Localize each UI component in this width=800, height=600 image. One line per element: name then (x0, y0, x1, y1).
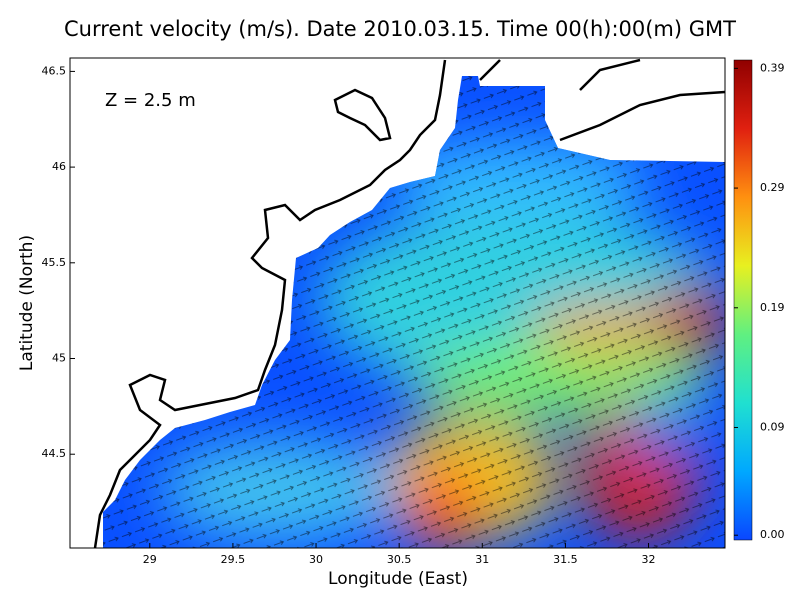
colorbar-tick-label: 0.39 (760, 61, 785, 74)
y-tick-label: 44.5 (42, 447, 67, 460)
coastline (93, 59, 447, 549)
x-axis-label: Longitude (East) (328, 569, 468, 589)
colorbar-tick-label: 0.00 (760, 528, 785, 541)
x-tick-label: 31.5 (553, 553, 578, 566)
colorbar-tick-label: 0.09 (760, 420, 785, 433)
depth-annotation: Z = 2.5 m (105, 90, 196, 111)
x-tick-label: 31 (475, 553, 489, 566)
x-tick-label: 29 (143, 553, 157, 566)
y-tick-label: 45 (52, 352, 66, 365)
y-tick-label: 45.5 (42, 256, 67, 269)
y-tick-label: 46 (52, 160, 66, 173)
x-tick-label: 32 (642, 553, 656, 566)
coastline (333, 58, 726, 142)
x-tick-label: 29.5 (221, 553, 246, 566)
colorbar-tick-label: 0.29 (760, 181, 785, 194)
velocity-field (103, 76, 725, 548)
y-tick-label: 46.5 (42, 64, 67, 77)
colorbar-tick-label: 0.19 (760, 301, 785, 314)
plot-frame (69, 57, 726, 549)
x-tick-label: 30.5 (387, 553, 412, 566)
y-axis-label: Latitude (North) (17, 235, 37, 371)
x-tick-label: 30 (309, 553, 323, 566)
colorbar (733, 59, 753, 541)
chart-title: Current velocity (m/s). Date 2010.03.15.… (64, 17, 736, 41)
